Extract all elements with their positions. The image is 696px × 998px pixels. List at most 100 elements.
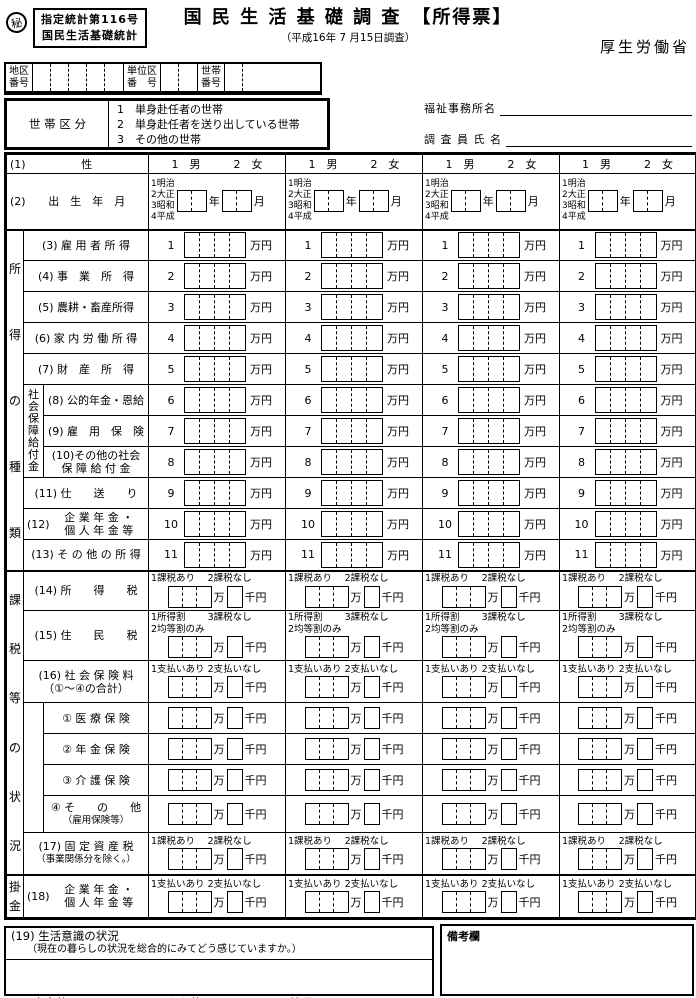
birth-year-input[interactable] <box>176 190 207 213</box>
man-amount-input[interactable] <box>304 737 349 760</box>
row-sex-cell[interactable]: 1 男 2 女 <box>422 153 560 174</box>
amount-input[interactable] <box>458 356 520 382</box>
man-amount-input[interactable] <box>578 802 622 825</box>
amount-input[interactable] <box>594 325 657 351</box>
amount-input[interactable] <box>594 449 657 475</box>
man-amount-input[interactable] <box>441 706 486 729</box>
tax-options[interactable]: 1課税あり 2課税なし <box>151 573 252 584</box>
row-sex-cell[interactable]: 1 男 2 女 <box>559 153 696 174</box>
sen-yen-amount-input[interactable] <box>500 737 517 760</box>
tax-options[interactable]: 1支払いあり 2支払いなし <box>288 878 399 890</box>
amount-input[interactable] <box>321 541 383 568</box>
man-amount-input[interactable] <box>441 585 486 608</box>
amount-input[interactable] <box>458 325 520 351</box>
sen-yen-amount-input[interactable] <box>637 706 653 729</box>
amount-input[interactable] <box>184 480 246 506</box>
man-amount-input[interactable] <box>167 706 212 729</box>
sen-yen-amount-input[interactable] <box>363 636 380 658</box>
amount-input[interactable] <box>184 263 246 289</box>
amount-input[interactable] <box>594 263 657 289</box>
amount-input[interactable] <box>184 541 246 568</box>
tax-options[interactable]: 1支払いあり 2支払いなし <box>562 878 673 890</box>
sen-yen-amount-input[interactable] <box>500 706 517 729</box>
man-amount-input[interactable] <box>441 848 486 870</box>
sen-yen-amount-input[interactable] <box>226 706 243 729</box>
man-amount-input[interactable] <box>441 636 486 658</box>
amount-input[interactable] <box>458 511 520 537</box>
sen-yen-amount-input[interactable] <box>363 802 380 825</box>
row-sex-cell[interactable]: 1 男 2 女 <box>148 153 286 174</box>
amount-input[interactable] <box>321 387 383 413</box>
sen-yen-amount-input[interactable] <box>637 891 653 913</box>
sen-yen-amount-input[interactable] <box>500 768 517 791</box>
sen-yen-amount-input[interactable] <box>500 848 517 870</box>
man-amount-input[interactable] <box>304 585 349 608</box>
tax-options[interactable]: 1所得割 3課税なし 2均等割のみ <box>562 612 663 635</box>
tax-options[interactable]: 1支払いあり 2支払いなし <box>288 663 399 675</box>
era-options[interactable]: 1明治 2大正 3昭和 4平成 <box>288 179 312 223</box>
man-amount-input[interactable] <box>304 706 349 729</box>
man-amount-input[interactable] <box>441 768 486 791</box>
man-amount-input[interactable] <box>578 848 622 870</box>
amount-input[interactable] <box>184 232 246 259</box>
amount-input[interactable] <box>184 511 246 537</box>
birth-year-input[interactable] <box>313 190 344 213</box>
tax-options[interactable]: 1支払いあり 2支払いなし <box>425 878 536 890</box>
sen-yen-amount-input[interactable] <box>500 891 517 913</box>
amount-input[interactable] <box>594 511 657 537</box>
amount-input[interactable] <box>184 387 246 413</box>
district-number-input[interactable] <box>33 64 123 91</box>
man-amount-input[interactable] <box>578 706 622 729</box>
birth-month-input[interactable] <box>495 190 526 213</box>
man-amount-input[interactable] <box>578 676 622 699</box>
life-survey-options[interactable]: 1 大変苦しい 2 やや苦しい 3 普通 4 ややゆとりがある 5 大変ゆとりが… <box>6 960 432 998</box>
sen-yen-amount-input[interactable] <box>363 891 380 913</box>
amount-input[interactable] <box>321 480 383 506</box>
man-amount-input[interactable] <box>441 737 486 760</box>
sen-yen-amount-input[interactable] <box>637 802 653 825</box>
tax-options[interactable]: 1課税あり 2課税なし <box>425 835 526 847</box>
amount-input[interactable] <box>184 449 246 475</box>
man-amount-input[interactable] <box>167 737 212 760</box>
man-amount-input[interactable] <box>167 891 212 913</box>
amount-input[interactable] <box>458 541 520 568</box>
man-amount-input[interactable] <box>578 636 622 658</box>
sen-yen-amount-input[interactable] <box>363 737 380 760</box>
sen-yen-amount-input[interactable] <box>226 676 243 699</box>
man-amount-input[interactable] <box>441 891 486 913</box>
welfare-office-input-line[interactable] <box>500 102 692 116</box>
tax-options[interactable]: 1課税あり 2課税なし <box>562 835 663 847</box>
unit-area-number-input[interactable] <box>161 64 197 91</box>
amount-input[interactable] <box>184 294 246 320</box>
amount-input[interactable] <box>594 356 657 382</box>
era-options[interactable]: 1明治 2大正 3昭和 4平成 <box>425 179 449 223</box>
amount-input[interactable] <box>458 418 520 444</box>
amount-input[interactable] <box>184 356 246 382</box>
sen-yen-amount-input[interactable] <box>500 636 517 658</box>
sen-yen-amount-input[interactable] <box>500 802 517 825</box>
amount-input[interactable] <box>458 387 520 413</box>
man-amount-input[interactable] <box>304 891 349 913</box>
tax-options[interactable]: 1課税あり 2課税なし <box>425 573 526 584</box>
amount-input[interactable] <box>321 418 383 444</box>
sen-yen-amount-input[interactable] <box>226 802 243 825</box>
tax-options[interactable]: 1支払いあり 2支払いなし <box>425 663 536 675</box>
row-sex-cell[interactable]: 1 男 2 女 <box>285 153 423 174</box>
birth-month-input[interactable] <box>632 190 663 213</box>
sen-yen-amount-input[interactable] <box>637 768 653 791</box>
tax-options[interactable]: 1課税あり 2課税なし <box>151 835 252 847</box>
sen-yen-amount-input[interactable] <box>226 585 243 608</box>
sen-yen-amount-input[interactable] <box>637 848 653 870</box>
amount-input[interactable] <box>321 232 383 259</box>
tax-options[interactable]: 1課税あり 2課税なし <box>288 573 389 584</box>
birth-month-input[interactable] <box>221 190 252 213</box>
amount-input[interactable] <box>458 480 520 506</box>
amount-input[interactable] <box>321 263 383 289</box>
birth-year-input[interactable] <box>587 190 618 213</box>
man-amount-input[interactable] <box>578 891 622 913</box>
amount-input[interactable] <box>321 449 383 475</box>
amount-input[interactable] <box>458 449 520 475</box>
man-amount-input[interactable] <box>578 768 622 791</box>
man-amount-input[interactable] <box>167 848 212 870</box>
amount-input[interactable] <box>321 294 383 320</box>
